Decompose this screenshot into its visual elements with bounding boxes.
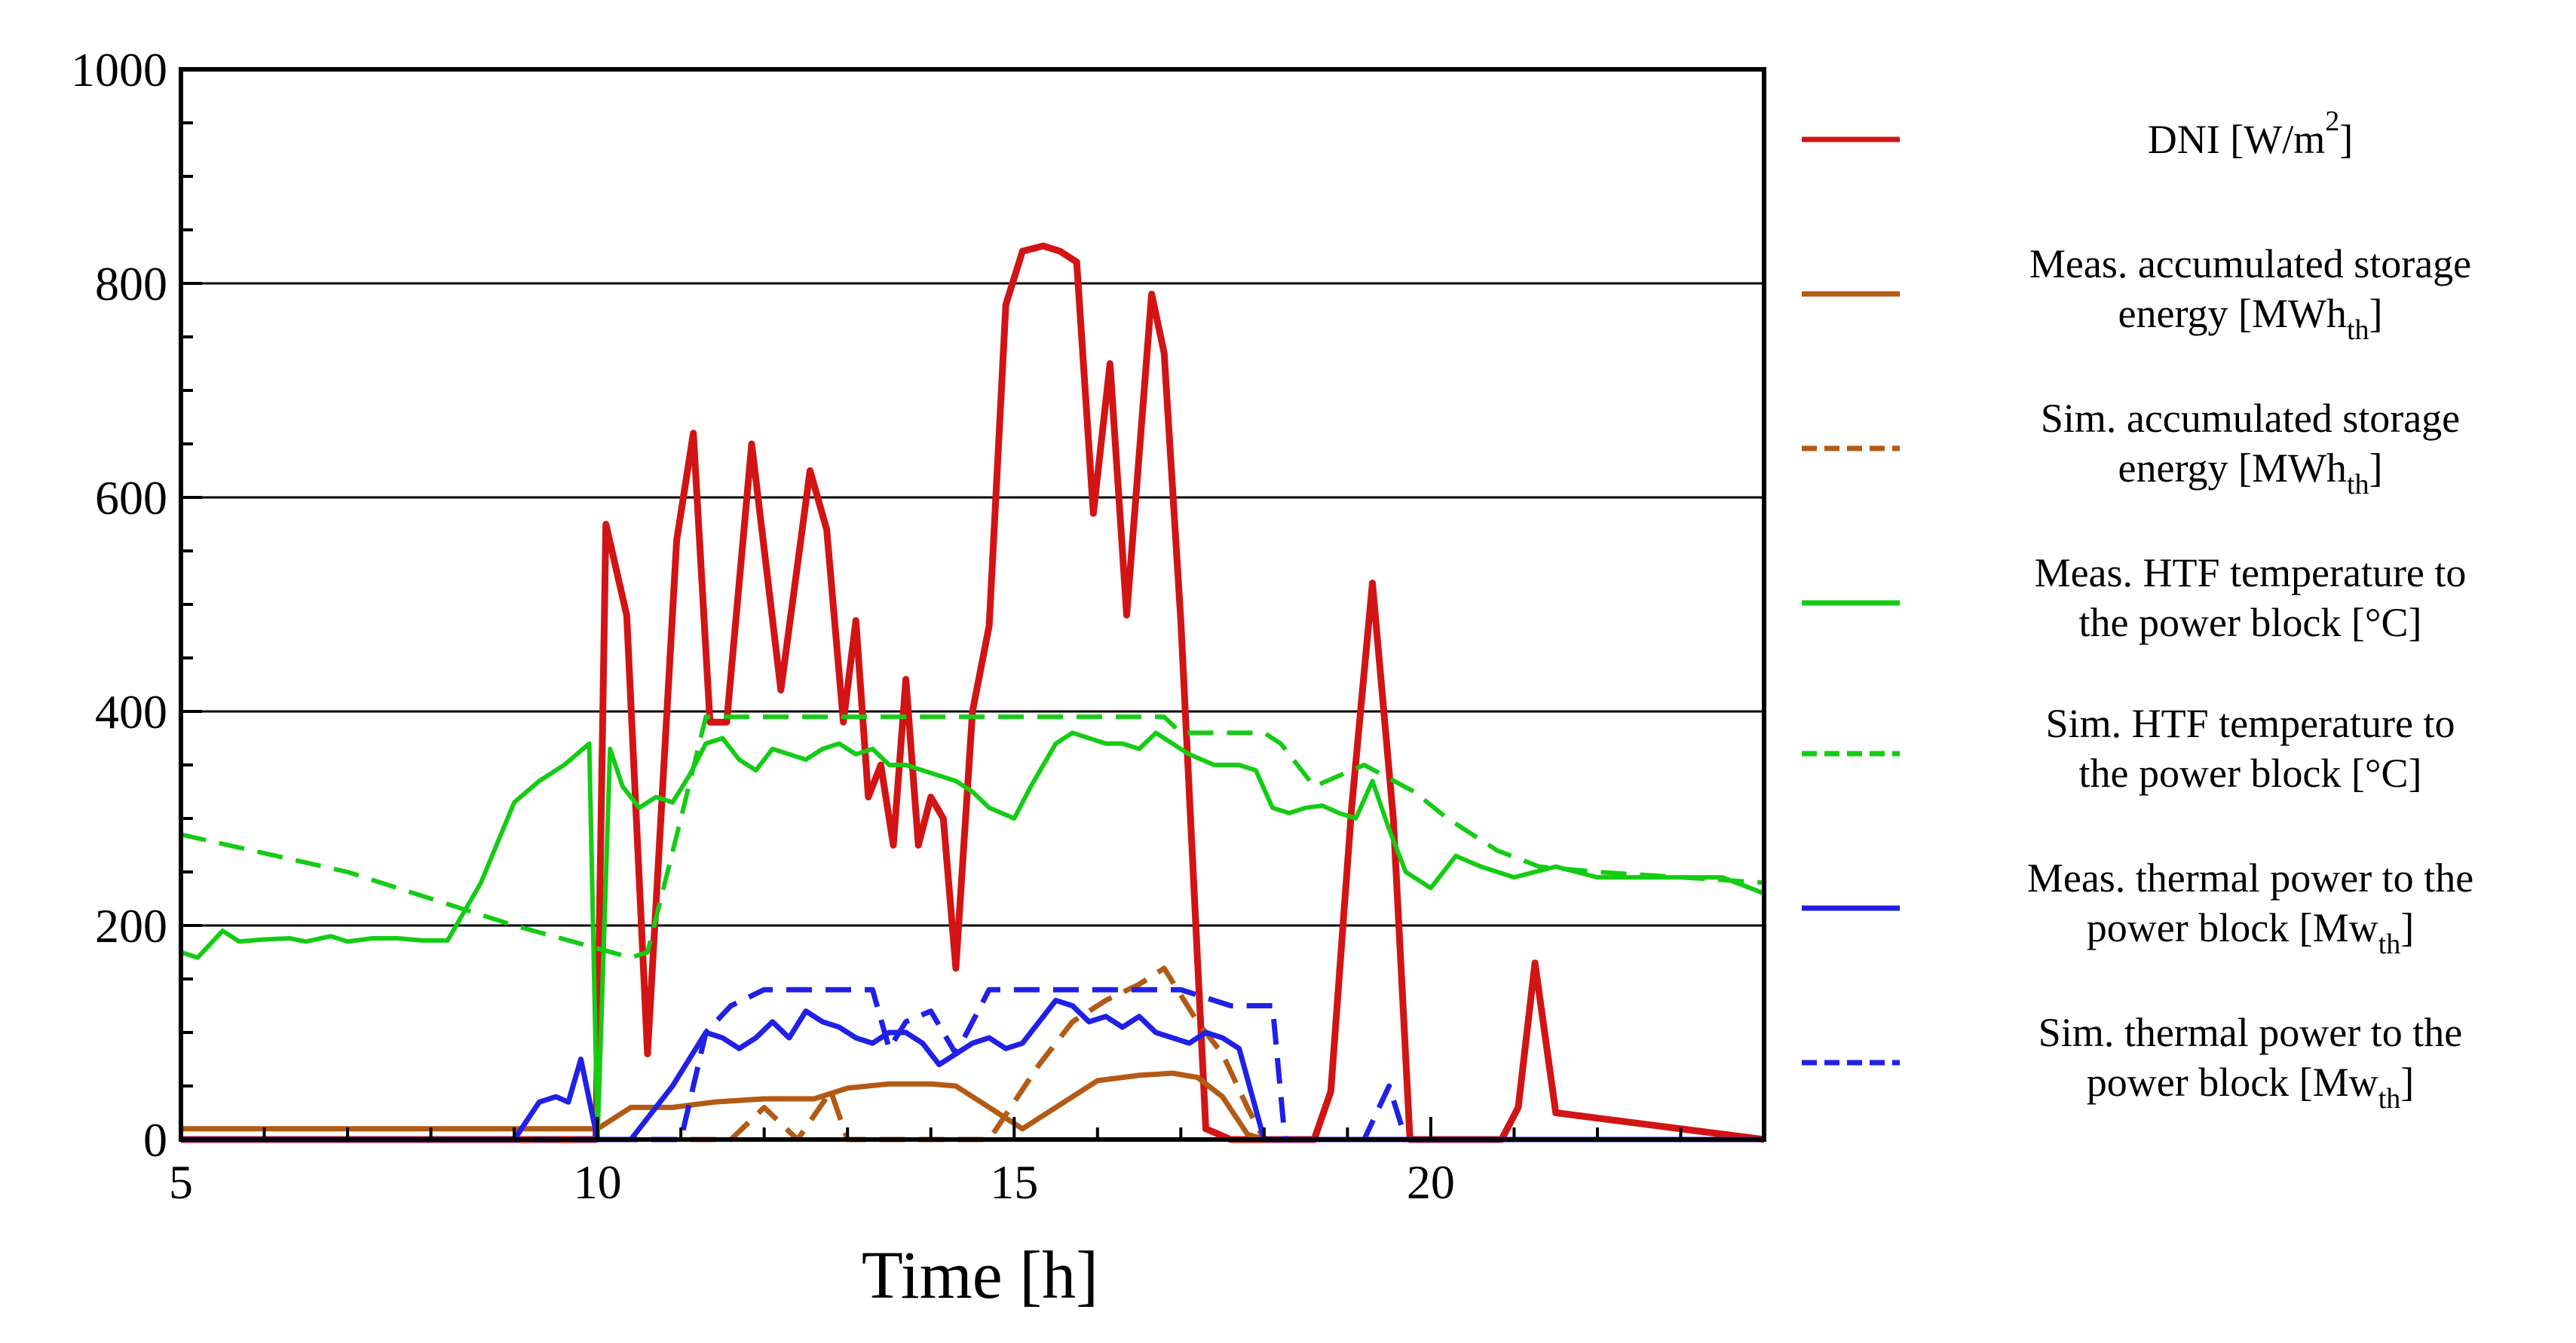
x-axis-title: Time [h]	[862, 1238, 1098, 1313]
y-tick-label: 200	[95, 899, 167, 953]
legend-label-5: Meas. thermal power to the	[2027, 855, 2473, 901]
y-tick-label: 0	[143, 1113, 167, 1167]
plot-frame	[179, 67, 1766, 1142]
legend-label-3: Meas. HTF temperature to	[2035, 550, 2467, 595]
legend-label-2-line2: energy [MWhth]	[2118, 445, 2383, 500]
legend: DNI [W/m2] Meas. accumulated storage energ…	[1802, 106, 2473, 1115]
legend-label-4: Sim. HTF temperature to	[2046, 701, 2455, 746]
x-tick-label: 5	[169, 1155, 193, 1209]
legend-label-5-line2: power block [Mwth]	[2087, 905, 2414, 960]
y-tick-label: 400	[95, 685, 167, 739]
axis-ticks	[179, 68, 1766, 1141]
x-tick-label: 10	[574, 1155, 622, 1209]
y-tick-label: 800	[95, 257, 167, 311]
legend-label-3-line2: the power block [°C]	[2079, 600, 2422, 645]
x-tick-label: 15	[990, 1155, 1038, 1209]
series-line-3	[180, 730, 1766, 1142]
series-line-4	[180, 714, 1765, 960]
tick-labels: 0 200 400 600 800 1000 5 10 15 20	[71, 43, 1455, 1209]
series-line-2	[181, 965, 1764, 1143]
series-line-1	[181, 1070, 1764, 1143]
y-tick-label: 600	[95, 471, 167, 525]
legend-label-0: DNI [W/m2]	[2148, 106, 2353, 162]
series-line-6	[181, 987, 1764, 1143]
x-tick-label: 20	[1407, 1155, 1455, 1209]
y-tick-label: 1000	[71, 43, 167, 96]
legend-label-4-line2: the power block [°C]	[2079, 751, 2422, 796]
legend-label-1-line2: energy [MWhth]	[2118, 291, 2383, 346]
grid-lines	[181, 282, 1764, 927]
legend-label-1: Meas. accumulated storage	[2029, 241, 2471, 286]
series-lines	[180, 242, 1766, 1143]
legend-label-6: Sim. thermal power to the	[2038, 1010, 2462, 1055]
series-line-0	[181, 242, 1765, 1143]
legend-label-2: Sim. accumulated storage	[2041, 396, 2460, 441]
legend-label-6-line2: power block [Mwth]	[2087, 1060, 2414, 1115]
